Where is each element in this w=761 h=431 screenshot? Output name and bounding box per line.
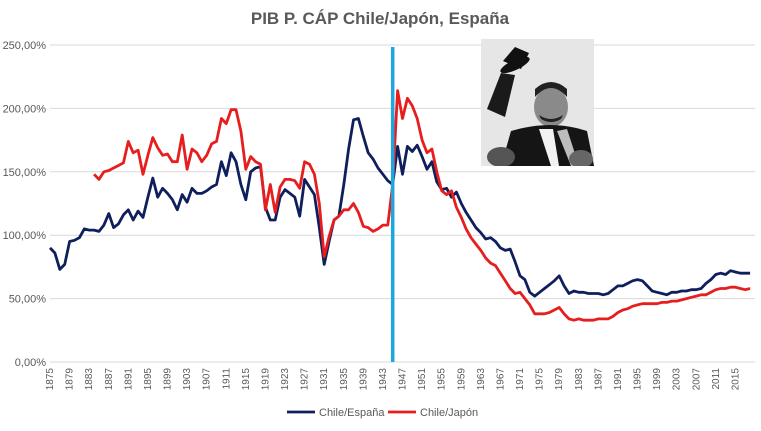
x-tick-label: 1895 [143, 368, 154, 391]
x-tick-label: 1995 [633, 368, 644, 391]
x-tick-label: 1883 [84, 368, 95, 391]
x-tick-label: 1975 [535, 368, 546, 391]
x-tick-label: 1875 [45, 368, 56, 391]
x-tick-label: 1943 [378, 368, 389, 391]
x-tick-label: 1983 [574, 368, 585, 391]
y-tick-label: 100,00% [3, 230, 47, 242]
y-tick-label: 250,00% [3, 40, 47, 52]
x-tick-label: 1915 [241, 368, 252, 391]
x-tick-label: 1959 [456, 368, 467, 391]
x-tick-label: 2011 [711, 368, 722, 390]
x-tick-label: 1951 [417, 368, 428, 391]
series-group [48, 89, 751, 322]
x-tick-label: 1999 [652, 368, 663, 391]
x-tick-label: 1923 [280, 368, 291, 391]
legend-label: Chile/Japón [420, 407, 478, 419]
x-tick-label: 1955 [437, 368, 448, 391]
series-line-chile-espana [48, 117, 751, 298]
y-tick-label: 200,00% [3, 103, 47, 115]
x-tick-label: 1931 [319, 368, 330, 391]
legend: Chile/España Chile/Japón [287, 407, 478, 419]
x-tick-label: 1899 [163, 368, 174, 391]
x-tick-label: 1903 [182, 368, 193, 391]
x-axis-ticks: 1875 1879 1883 1887 1891 1895 1899 1903 1907 1911… [45, 368, 741, 391]
chart-title: PIB P. CÁP Chile/Japón, España [251, 9, 510, 28]
x-tick-label: 1887 [104, 368, 115, 391]
y-tick-label: 0,00% [15, 357, 46, 369]
x-tick-label: 1891 [123, 368, 134, 391]
x-tick-label: 1935 [339, 368, 350, 391]
legend-label: Chile/España [319, 407, 385, 419]
x-tick-label: 1963 [476, 368, 487, 391]
y-tick-label: 50,00% [9, 294, 47, 306]
x-tick-label: 1879 [65, 368, 76, 391]
x-tick-label: 2003 [672, 368, 683, 391]
x-tick-label: 2007 [691, 368, 702, 391]
portrait-photo [481, 39, 594, 166]
x-tick-label: 1919 [260, 368, 271, 391]
x-tick-label: 1971 [515, 368, 526, 391]
x-tick-label: 1979 [554, 368, 565, 391]
y-axis-ticks: 0,00% 50,00% 100,00% 150,00% 200,00% 250,00% [3, 40, 47, 369]
x-tick-label: 1911 [221, 368, 232, 390]
x-tick-label: 1991 [613, 368, 624, 391]
x-tick-label: 1987 [593, 368, 604, 391]
x-tick-label: 1947 [398, 368, 409, 391]
series-line-chile-japon [93, 89, 751, 322]
x-tick-label: 1907 [202, 368, 213, 391]
y-tick-label: 150,00% [3, 167, 47, 179]
x-tick-label: 2015 [730, 368, 741, 391]
x-tick-label: 1939 [358, 368, 369, 391]
x-tick-label: 1967 [495, 368, 506, 391]
x-tick-label: 1927 [300, 368, 311, 391]
